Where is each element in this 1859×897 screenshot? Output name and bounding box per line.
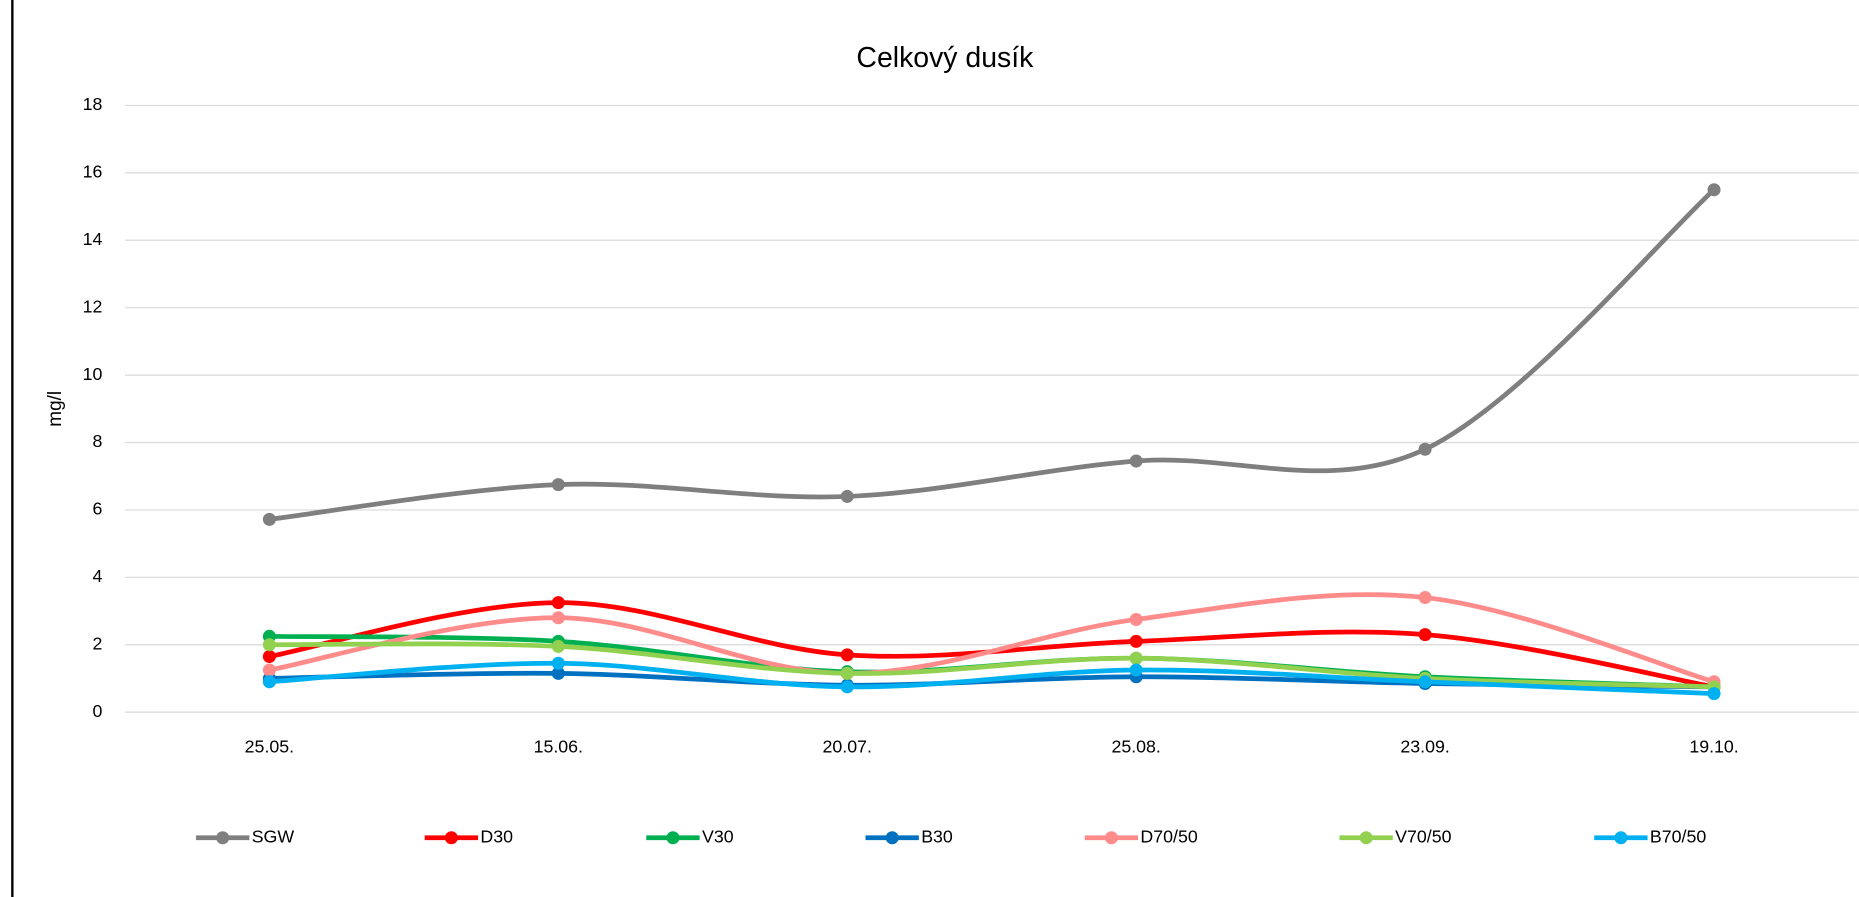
legend-marker <box>444 831 458 845</box>
y-tick-label: 4 <box>93 566 103 586</box>
y-tick-label: 16 <box>83 162 103 182</box>
x-tick-label: 25.08. <box>1111 736 1160 756</box>
data-point <box>1418 628 1432 642</box>
y-tick-label: 2 <box>93 633 103 653</box>
series-line <box>269 660 1715 696</box>
x-tick-label: 19.10. <box>1689 736 1738 756</box>
data-point <box>551 639 565 653</box>
y-tick-label: 12 <box>83 296 103 316</box>
data-point <box>551 656 565 670</box>
legend-marker <box>216 831 230 845</box>
data-point <box>551 611 565 625</box>
y-tick-label: 0 <box>93 701 103 721</box>
data-point <box>1418 675 1432 689</box>
series-line <box>268 592 1715 685</box>
data-point <box>1418 442 1432 456</box>
data-point <box>262 512 276 526</box>
y-tick-label: 18 <box>83 94 103 114</box>
legend-label: D30 <box>480 826 513 846</box>
legend-label: B70/50 <box>1650 826 1706 846</box>
data-point <box>262 638 276 652</box>
legend-label: V70/50 <box>1395 826 1451 846</box>
x-tick-label: 20.07. <box>823 736 872 756</box>
data-point <box>840 489 854 503</box>
data-point <box>1418 591 1432 605</box>
legend-label: V30 <box>702 826 734 846</box>
data-point <box>1129 651 1143 665</box>
data-point <box>840 648 854 662</box>
data-point <box>1707 687 1721 701</box>
y-tick-label: 10 <box>83 364 103 384</box>
data-point <box>840 666 854 680</box>
x-tick-label: 25.05. <box>245 736 294 756</box>
chart-title: Celkový dusík <box>856 42 1034 74</box>
data-point <box>551 596 565 610</box>
data-point <box>551 666 565 680</box>
data-point <box>1707 183 1721 197</box>
legend-label: SGW <box>252 826 295 846</box>
legend-marker <box>1104 831 1118 845</box>
x-tick-label: 23.09. <box>1400 736 1449 756</box>
y-tick-label: 8 <box>93 431 103 451</box>
data-point <box>551 478 565 492</box>
legend-label: D70/50 <box>1140 826 1197 846</box>
data-point <box>262 650 276 664</box>
data-point <box>840 680 854 694</box>
x-tick-label: 15.06. <box>534 736 583 756</box>
data-point <box>1129 612 1143 626</box>
data-point <box>1129 454 1143 468</box>
legend-marker <box>1359 831 1373 845</box>
legend-label: B30 <box>921 826 953 846</box>
legend-marker <box>666 831 680 845</box>
data-point <box>262 675 276 689</box>
y-axis-label: mg/l <box>45 391 66 427</box>
data-point <box>1129 634 1143 648</box>
legend-marker <box>1614 831 1628 845</box>
data-point <box>1129 663 1143 677</box>
y-tick-label: 14 <box>83 229 103 249</box>
data-point <box>262 663 276 677</box>
series-line <box>269 641 1715 690</box>
series-line <box>269 187 1716 522</box>
legend-marker <box>885 831 899 845</box>
y-tick-label: 6 <box>93 499 103 519</box>
